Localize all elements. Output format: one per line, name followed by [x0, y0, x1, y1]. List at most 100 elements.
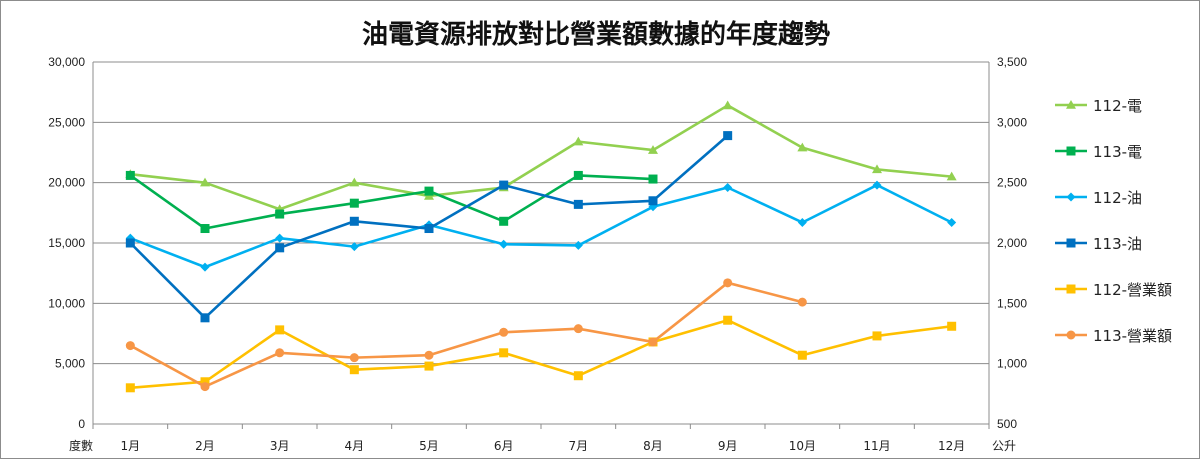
data-point	[573, 240, 583, 250]
legend-marker	[1066, 192, 1076, 202]
data-point	[573, 199, 583, 209]
legend-item: 112-油	[1055, 189, 1142, 207]
data-point	[424, 186, 434, 196]
series-line	[130, 318, 952, 390]
data-point	[573, 136, 584, 146]
data-point	[573, 170, 583, 180]
right-tick-label: 1,000	[997, 357, 1027, 371]
legend-item: 112-電	[1055, 97, 1142, 115]
legend-marker	[1066, 284, 1076, 294]
series-line	[129, 183, 953, 269]
right-tick-label: 3,500	[997, 55, 1027, 69]
data-point	[200, 224, 210, 234]
data-point	[200, 177, 210, 187]
data-point	[125, 341, 135, 351]
data-point	[125, 238, 135, 248]
axes: 0 5,000 10,000 15,000 20,000 25,000 30,000 500 1…	[48, 55, 1027, 453]
legend-marker	[1066, 100, 1076, 109]
left-tick-label: 10,000	[48, 296, 85, 310]
series-4	[125, 131, 733, 323]
data-point	[125, 170, 135, 180]
legend-marker	[1066, 238, 1076, 248]
data-point	[349, 198, 359, 208]
right-tick-label: 1,500	[997, 296, 1027, 310]
data-point	[349, 353, 359, 363]
legend: 112-電 113-電 112-油 113-油 112-營業額 113-營業額	[1055, 97, 1172, 345]
data-point	[275, 209, 285, 219]
left-tick-label: 0	[78, 417, 85, 431]
legend-label: 113-油	[1093, 235, 1142, 253]
data-point	[723, 315, 733, 325]
x-tick-label: 6月	[494, 439, 514, 453]
series-2	[125, 170, 658, 234]
data-point	[200, 262, 210, 272]
legend-label: 112-電	[1093, 97, 1142, 115]
data-point	[723, 182, 733, 192]
legend-item: 112-營業額	[1055, 281, 1172, 299]
right-tick-label: 2,500	[997, 176, 1027, 190]
series-line	[129, 281, 803, 388]
legend-label: 113-電	[1093, 143, 1142, 161]
x-tick-label: 3月	[270, 439, 290, 453]
left-tick-label: 15,000	[48, 236, 85, 250]
x-tick-label: 5月	[419, 439, 439, 453]
x-tick-label: 8月	[643, 439, 663, 453]
data-point	[200, 313, 210, 323]
data-point	[200, 382, 210, 392]
data-point	[872, 180, 882, 190]
data-point	[797, 217, 807, 227]
data-point	[424, 350, 434, 360]
right-tick-label: 3,000	[997, 115, 1027, 129]
data-point	[648, 337, 658, 347]
x-tick-label: 12月	[938, 439, 965, 453]
data-point	[872, 331, 882, 341]
data-point	[797, 297, 807, 307]
left-tick-label: 30,000	[48, 55, 85, 69]
data-point	[946, 171, 957, 181]
left-tick-label: 5,000	[55, 357, 85, 371]
data-point	[947, 321, 957, 331]
series-5	[125, 315, 957, 393]
series-1	[125, 100, 957, 213]
data-point	[947, 217, 957, 227]
legend-marker	[1066, 330, 1076, 340]
legend-label: 113-營業額	[1093, 327, 1172, 345]
legend-label: 112-油	[1093, 189, 1142, 207]
legend-label: 112-營業額	[1093, 281, 1172, 299]
data-point	[499, 348, 509, 358]
series-line	[130, 104, 952, 211]
left-tick-label: 25,000	[48, 115, 85, 129]
data-point	[499, 180, 509, 190]
data-point	[648, 145, 658, 154]
data-point	[349, 365, 359, 375]
legend-item: 113-油	[1055, 235, 1142, 253]
x-tick-label: 9月	[718, 439, 738, 453]
legend-item: 113-營業額	[1055, 327, 1172, 345]
data-point	[424, 224, 434, 234]
right-tick-label: 2,000	[997, 236, 1027, 250]
data-point	[797, 142, 808, 152]
data-point	[125, 383, 135, 393]
data-point	[499, 327, 509, 337]
data-point	[349, 177, 360, 187]
x-tick-label: 11月	[863, 439, 890, 453]
plot-area	[125, 100, 957, 393]
x-tick-label: 4月	[345, 439, 365, 453]
data-point	[499, 239, 509, 249]
data-point	[723, 131, 733, 141]
data-point	[275, 348, 285, 358]
x-tick-label: 10月	[789, 439, 816, 453]
right-axis-unit: 公升	[992, 439, 1016, 453]
data-point	[275, 325, 285, 335]
data-point	[349, 242, 359, 252]
series-6	[125, 278, 807, 392]
data-point	[200, 377, 210, 387]
left-tick-label: 20,000	[48, 176, 85, 190]
data-point	[275, 233, 285, 243]
data-point	[573, 324, 583, 334]
data-point	[275, 243, 285, 253]
data-point	[722, 100, 733, 110]
data-point	[424, 361, 434, 371]
data-point	[349, 216, 359, 226]
